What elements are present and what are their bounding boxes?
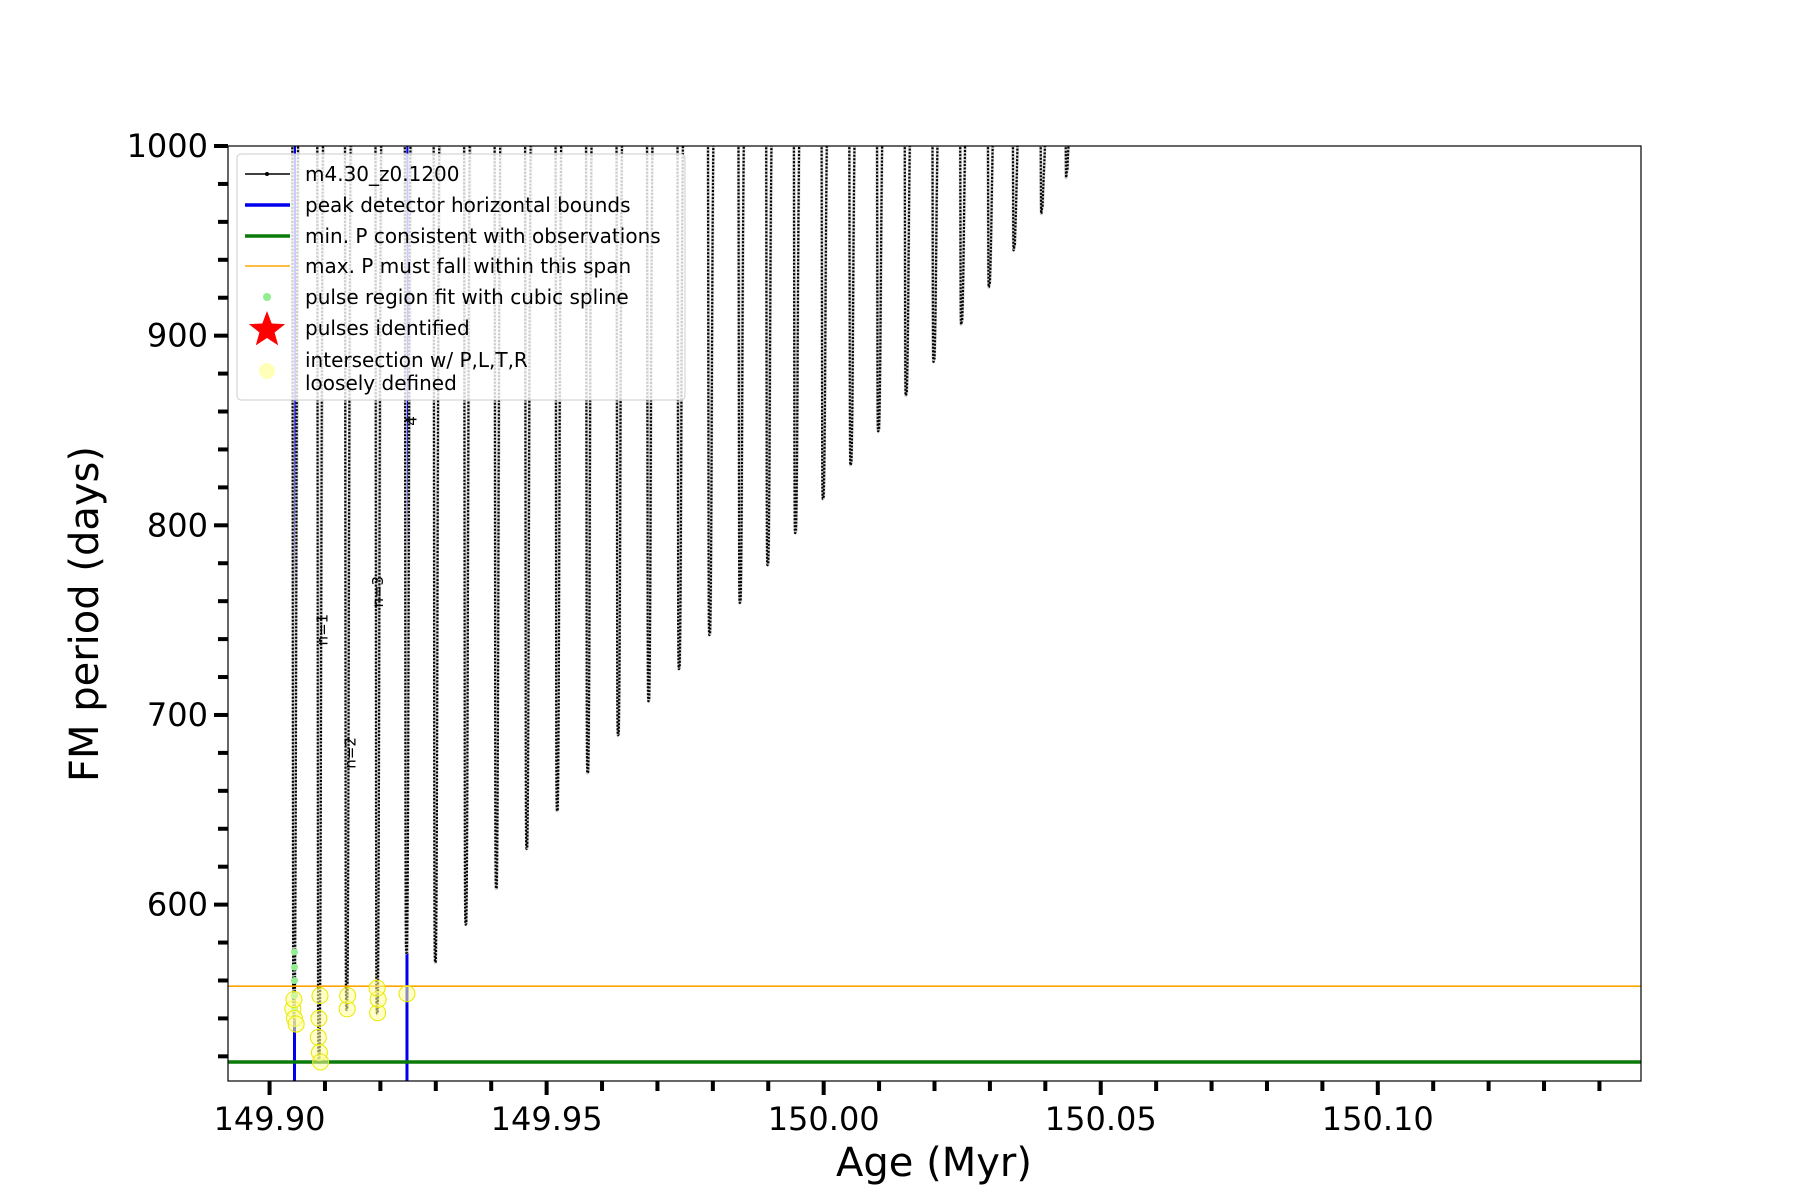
pulse-curve (493, 146, 502, 890)
legend-handle-intersection (259, 363, 275, 379)
x-tick-label: 149.95 (491, 1100, 603, 1138)
pulse-curve (848, 146, 856, 467)
pulse-annotation: n=2 (341, 737, 359, 769)
pulse-curve (1064, 146, 1070, 179)
spline-point (290, 963, 298, 971)
legend-handle-model-marker (265, 172, 269, 176)
pulse-curve (291, 146, 300, 1021)
legend-label: m4.30_z0.1200 (305, 162, 460, 186)
pulse-curve (1011, 146, 1019, 252)
spline-point (290, 948, 298, 956)
intersection-point (285, 990, 303, 1008)
y-tick-label: 1000 (127, 127, 208, 165)
pulse-curve (374, 146, 383, 1015)
legend-label: loosely defined (305, 371, 457, 395)
pulse-curve (820, 146, 828, 501)
intersection-point (309, 1028, 327, 1046)
y-axis-title: FM period (days) (62, 446, 108, 782)
pulse-shadow (792, 146, 801, 535)
pulse-curve (554, 146, 563, 813)
legend-handle-star (248, 311, 286, 346)
intersection-point (312, 1053, 330, 1071)
pulse-curve (903, 146, 911, 397)
pulse-annotations: n=1 n=2 n=3 4 (314, 416, 421, 768)
y-tick-label: 800 (147, 506, 208, 544)
pulse-curve (765, 146, 773, 567)
pulse-curve (875, 146, 884, 433)
x-axis-title: Age (Myr) (836, 1140, 1032, 1186)
pulse-curve (959, 146, 967, 326)
legend-label: intersection w/ P,L,T,R (305, 348, 528, 372)
legend-label: pulses identified (305, 316, 470, 340)
intersection-point (398, 985, 416, 1003)
pulse-shadow (706, 146, 715, 637)
x-tick-label: 149.90 (214, 1100, 326, 1138)
pulse-annotation: 4 (402, 416, 420, 426)
legend-label: peak detector horizontal bounds (305, 193, 631, 217)
pulse-annotation: n=1 (314, 614, 332, 646)
legend-handle-spline (263, 293, 271, 301)
legend-label: max. P must fall within this span (305, 254, 631, 278)
y-tick-label: 900 (147, 317, 208, 355)
pulse-curve (1039, 146, 1047, 215)
legend-box (236, 153, 686, 401)
x-tick-label: 150.10 (1322, 1100, 1434, 1138)
x-tick-label: 150.00 (768, 1100, 880, 1138)
intersection-point (368, 979, 386, 997)
intersection-point (287, 1015, 305, 1033)
pulse-curve (931, 146, 939, 363)
intersection-point (310, 1009, 328, 1027)
legend-label: pulse region fit with cubic spline (305, 285, 629, 309)
spline-point (290, 976, 298, 984)
x-tick-label: 150.05 (1045, 1100, 1157, 1138)
intersection-point (311, 987, 329, 1005)
y-tick-label: 700 (147, 696, 208, 734)
pulse-shadow (736, 146, 746, 605)
intersection-point (339, 987, 357, 1005)
plot-frame (227, 145, 1642, 1082)
pulse-curve (986, 146, 994, 289)
legend-label: min. P consistent with observations (305, 224, 661, 248)
pulse-annotation: n=3 (369, 576, 387, 608)
axis-ticks: 149.90 149.95 150.00 150.05 150.10 600 700 800 9… (127, 127, 1602, 1138)
pulse-curve (523, 146, 532, 850)
pulse-curve (403, 146, 412, 955)
y-tick-label: 600 (147, 886, 208, 924)
